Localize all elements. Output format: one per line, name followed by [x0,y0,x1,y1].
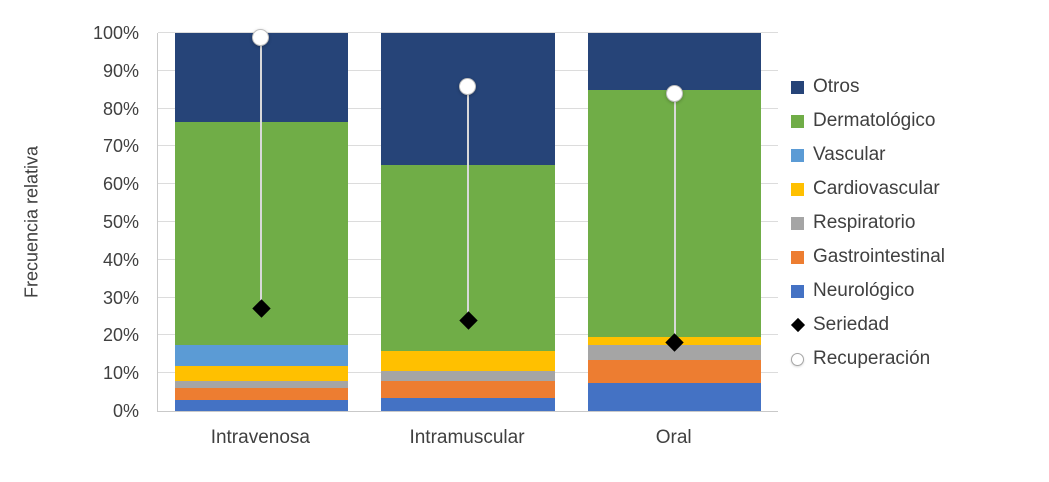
legend-label: Dermatológico [813,110,936,131]
legend-item: Seriedad [790,314,945,336]
bar-segment [381,165,555,351]
bar-column [365,33,572,411]
stacked-bar [587,33,762,411]
y-axis-ticks: 0% 10% 20% 30% 40% 50% 60% 70% 80% 90% 100% [55,24,147,420]
bar-segment [174,344,349,366]
bar-segment [381,397,555,411]
plot-area [157,28,778,412]
legend-item: Cardiovascular [791,178,945,200]
y-tick-label: 20% [102,325,139,346]
legend-label: Neurológico [813,280,915,301]
gridline [158,32,778,33]
bar-segment [381,350,555,372]
legend-swatch-square [791,80,804,94]
category-label: Intravenosa [210,427,310,448]
legend-swatch-diamond [790,317,805,333]
y-tick-label: 0% [112,401,139,421]
bar-segment [587,382,762,411]
y-tick-label: 80% [102,98,139,119]
legend-label: Otros [813,76,860,97]
y-tick-label: 50% [102,212,139,232]
bar-segment [174,33,349,122]
bar-segment [381,33,555,166]
bar-segment [381,371,555,381]
legend: Otros Dermatológico Vascular Cardiovascular… [790,76,945,370]
y-tick-label: 70% [102,136,139,157]
legend-item: Gastrointestinal [791,246,945,268]
bar-segment [381,380,555,398]
legend-label: Cardiovascular [813,178,940,199]
legend-swatch-square [791,182,804,196]
bars-row [158,28,778,411]
legend-swatch-square [791,114,804,128]
legend-swatch-square [791,284,804,298]
legend-label: Recuperación [813,348,931,369]
legend-label: Vascular [813,144,886,165]
y-tick-label: 10% [102,363,139,384]
legend-item: Otros [791,76,945,98]
y-tick-label: 60% [102,174,139,195]
bar-segment [174,388,349,400]
legend-item: Recuperación [791,348,945,370]
legend-label: Respiratorio [813,212,916,233]
bar-segment [587,89,762,338]
y-tick-label: 30% [102,287,139,308]
legend-item: Neurológico [791,280,945,302]
legend-label: Seriedad [813,314,890,335]
bar-segment [174,365,349,381]
category-label: Intramuscular [409,427,525,448]
category-label: Oral [655,427,692,448]
legend-label: Gastrointestinal [813,246,946,267]
bar-column [158,28,365,411]
bar-segment [587,344,762,360]
y-tick-label: 100% [92,23,139,43]
bar-segment [587,337,762,345]
legend-swatch-square [791,216,804,230]
bar-segment [174,380,349,389]
y-tick-label: 90% [102,60,139,81]
bar-segment [587,359,762,383]
bar-segment [174,121,349,345]
bar-segment [587,33,762,90]
legend-item: Dermatológico [791,110,945,132]
bar-column [571,33,778,411]
legend-item: Respiratorio [791,212,945,234]
y-axis-title: Frecuencia relativa [21,145,42,299]
legend-swatch-circle [791,352,804,366]
x-axis-labels: Intravenosa Intramuscular Oral [157,427,777,449]
stacked-bar [381,33,555,411]
legend-swatch-square [791,250,804,264]
legend-item: Vascular [791,144,945,166]
stacked-bar [174,33,349,411]
legend-swatch-square [791,148,804,162]
y-tick-label: 40% [102,249,139,270]
bar-segment [174,399,349,411]
